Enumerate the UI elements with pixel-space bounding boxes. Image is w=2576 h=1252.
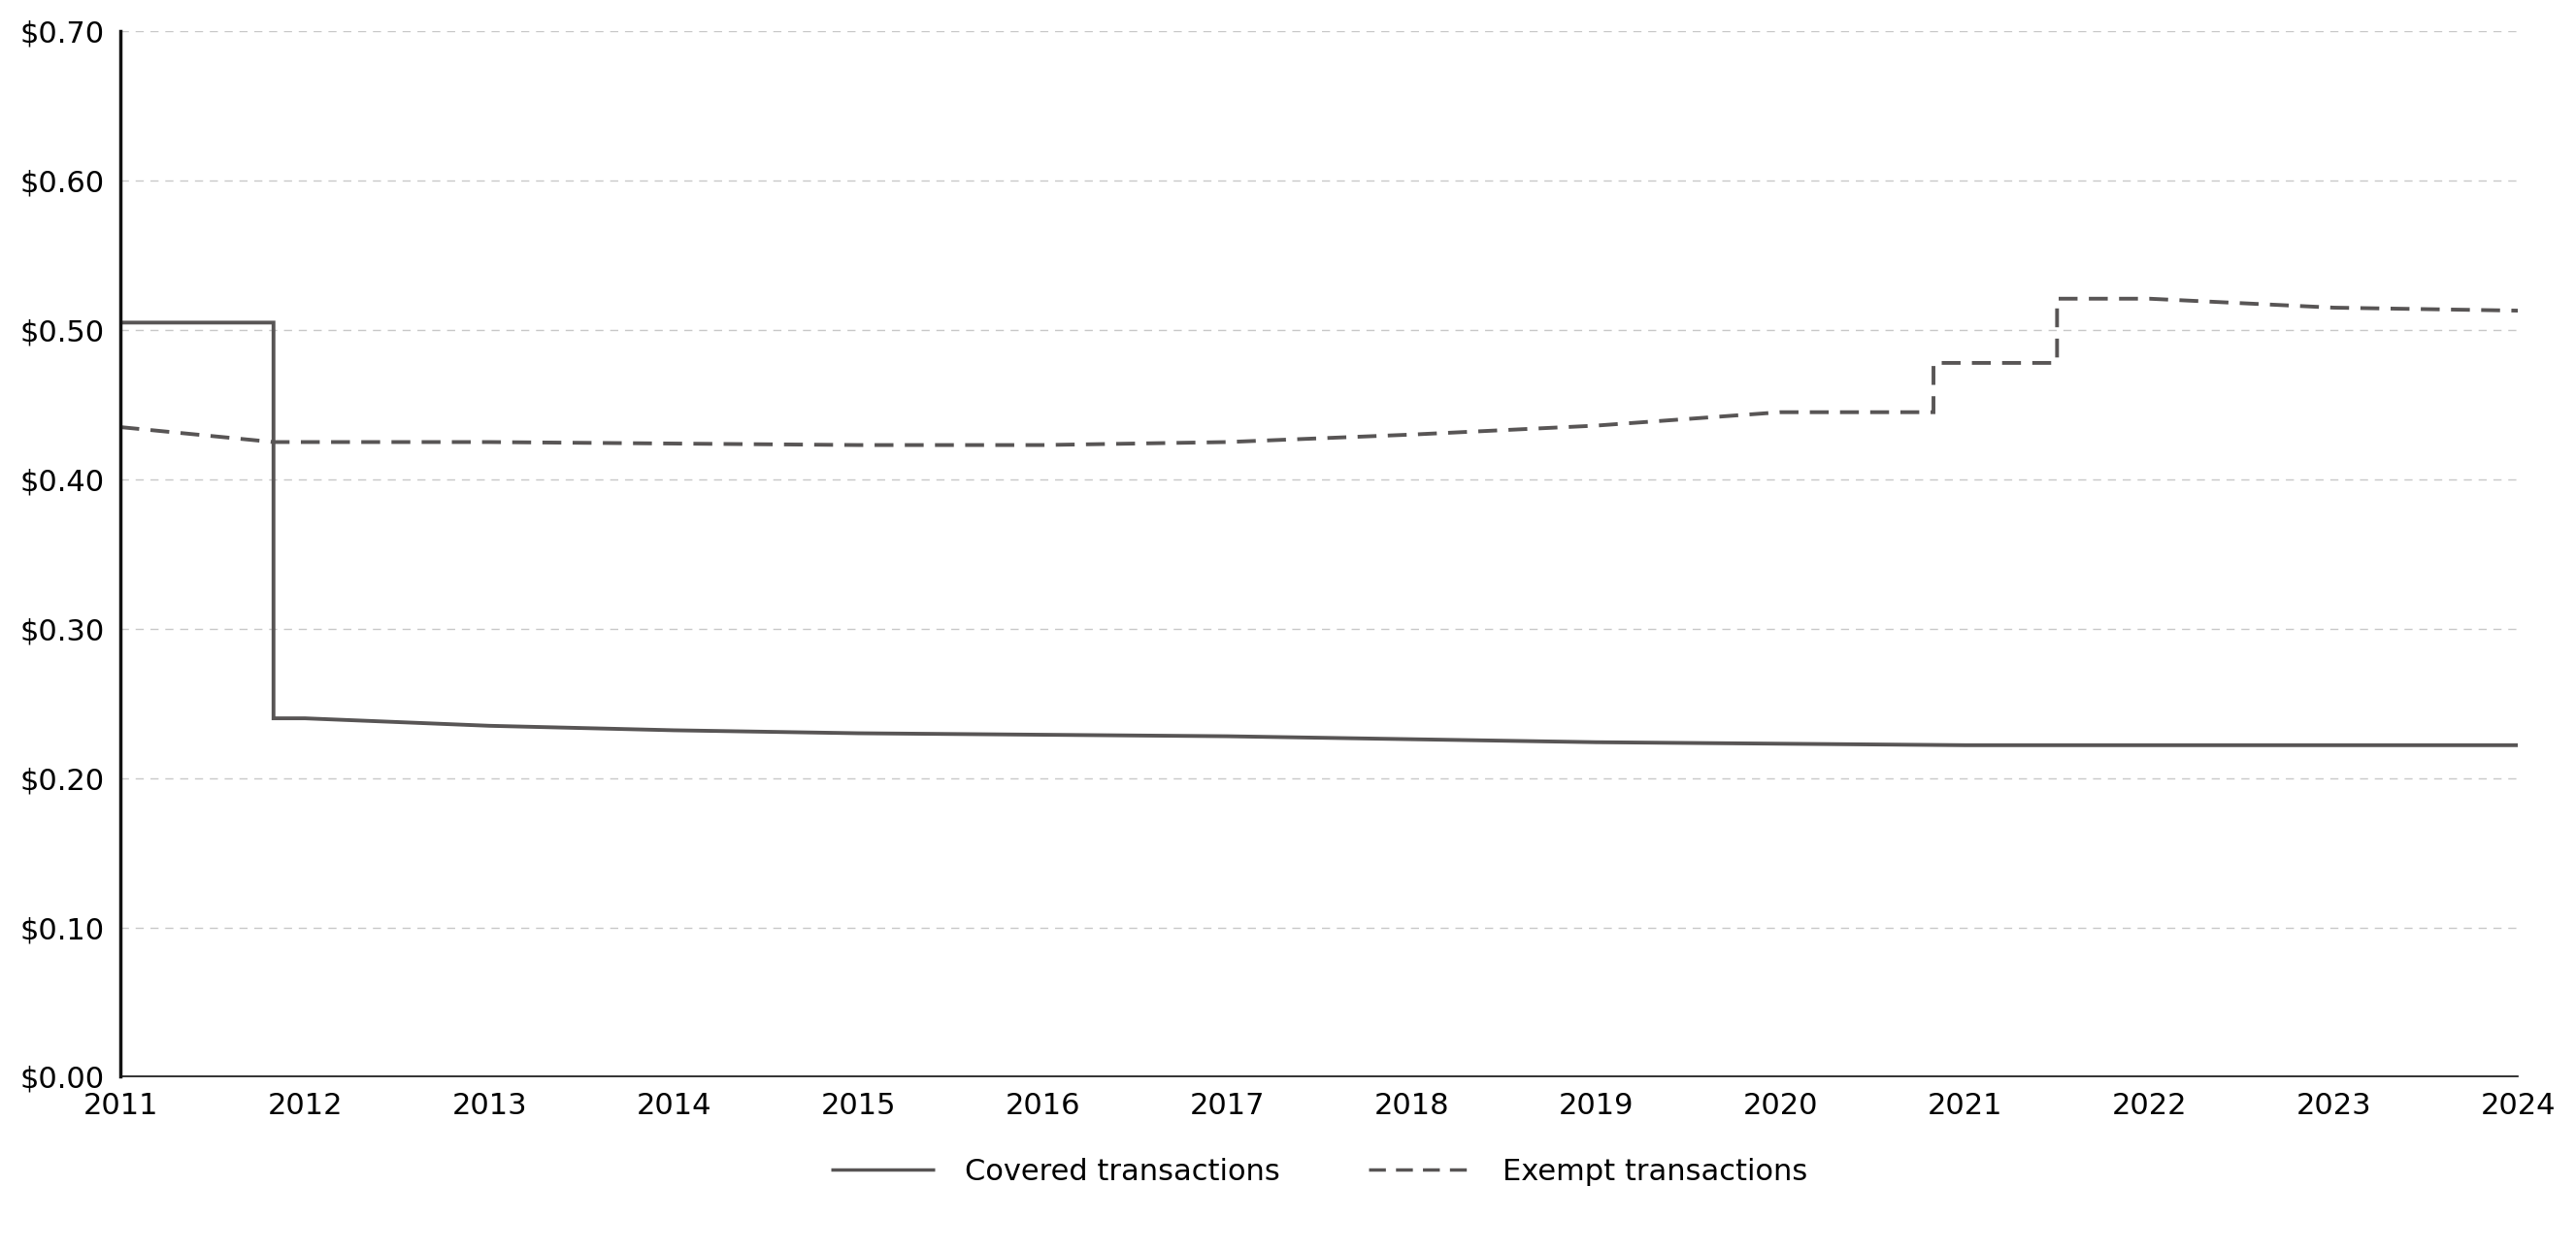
Exempt transactions	[289, 434, 319, 449]
Exempt transactions	[2504, 303, 2535, 318]
Covered transactions	[1396, 731, 1427, 746]
Exempt transactions	[2318, 300, 2349, 316]
Exempt transactions	[1919, 404, 1950, 419]
Exempt transactions	[842, 437, 873, 452]
Covered transactions	[106, 316, 137, 331]
Line: Exempt transactions: Exempt transactions	[121, 299, 2519, 444]
Covered transactions	[842, 726, 873, 741]
Exempt transactions	[1582, 418, 1613, 433]
Covered transactions	[474, 719, 505, 734]
Covered transactions	[1765, 736, 1795, 751]
Covered transactions	[2318, 737, 2349, 752]
Exempt transactions	[1919, 356, 1950, 371]
Exempt transactions	[1396, 427, 1427, 442]
Exempt transactions	[1028, 437, 1059, 452]
Exempt transactions	[106, 419, 137, 434]
Exempt transactions	[2133, 292, 2164, 307]
Covered transactions	[2133, 737, 2164, 752]
Covered transactions	[258, 711, 289, 726]
Covered transactions	[659, 722, 690, 737]
Covered transactions	[1028, 727, 1059, 742]
Exempt transactions	[659, 436, 690, 451]
Exempt transactions	[258, 434, 289, 449]
Exempt transactions	[1211, 434, 1242, 449]
Exempt transactions	[2043, 292, 2074, 307]
Covered transactions	[1950, 737, 1981, 752]
Exempt transactions	[2043, 356, 2074, 371]
Covered transactions	[1582, 735, 1613, 750]
Line: Covered transactions: Covered transactions	[121, 323, 2519, 745]
Covered transactions	[2504, 737, 2535, 752]
Covered transactions	[289, 711, 319, 726]
Covered transactions	[258, 316, 289, 331]
Exempt transactions	[1950, 356, 1981, 371]
Legend: Covered transactions, Exempt transactions: Covered transactions, Exempt transaction…	[819, 1146, 1819, 1198]
Exempt transactions	[1765, 404, 1795, 419]
Covered transactions	[1211, 729, 1242, 744]
Exempt transactions	[474, 434, 505, 449]
